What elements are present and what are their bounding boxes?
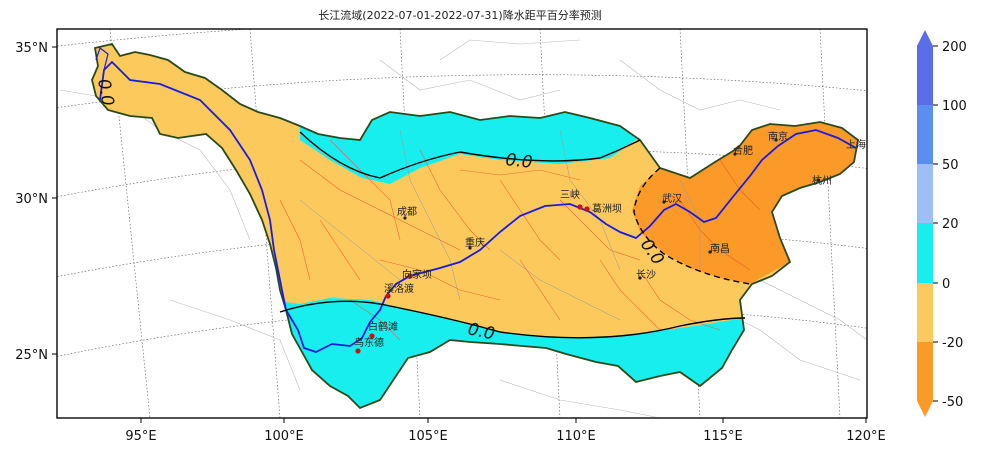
colorbar-label: 100 <box>942 99 967 114</box>
colorbar-band-50-100 <box>917 105 933 164</box>
x-tick-label: 110°E <box>556 429 596 444</box>
colorbar-band-neg20-0 <box>917 283 933 342</box>
colorbar: 200 100 50 20 0 -20 -50 <box>917 30 967 417</box>
contour-label: 0.0 <box>93 77 117 107</box>
city-chongqing: 重庆 <box>465 236 485 249</box>
upper-positive-zone <box>300 100 650 184</box>
yangtze-river <box>99 60 857 353</box>
city-xiangjiaba: 向家坝 <box>402 268 432 281</box>
city-nanchang: 南昌 <box>710 242 730 255</box>
y-tick-label: 25°N <box>15 348 48 363</box>
x-tick-label: 115°E <box>703 429 743 444</box>
city-sanxia: 三峡 <box>560 188 580 201</box>
city-markers: 成都 重庆 三峡 葛洲坝 武汉 南昌 长沙 合肥 南京 杭州 上海 向家坝 溪洛… <box>354 130 866 354</box>
lower-zero-contour <box>279 300 746 339</box>
upper-zero-contour <box>299 131 641 179</box>
city-hefei: 合肥 <box>733 144 753 157</box>
city-chengdu: 成都 <box>397 206 417 218</box>
city-wuhan: 武汉 <box>662 192 682 205</box>
y-axis: 35°N 30°N 25°N <box>15 41 57 363</box>
colorbar-label: 200 <box>942 40 967 55</box>
city-xiluodu: 溪洛渡 <box>384 282 414 295</box>
x-tick-label: 105°E <box>408 429 448 444</box>
basin-outline <box>91 42 859 410</box>
colorbar-band-0-20 <box>917 223 933 283</box>
colorbar-bottom-arrow <box>917 401 933 417</box>
city-shanghai: 上海 <box>846 138 866 151</box>
colorbar-top-arrow <box>917 30 933 46</box>
y-tick-label: 30°N <box>15 192 48 207</box>
city-nanjing: 南京 <box>768 130 788 143</box>
city-wudongde: 乌东德 <box>354 336 384 349</box>
colorbar-label: -20 <box>942 336 963 351</box>
colorbar-label: 20 <box>942 217 959 232</box>
y-tick-label: 35°N <box>15 41 48 56</box>
x-axis: 95°E 100°E 105°E 110°E 115°E 120°E <box>125 418 886 444</box>
colorbar-band-100-200 <box>917 46 933 105</box>
source-river <box>95 47 109 71</box>
city-hangzhou: 杭州 <box>812 174 832 187</box>
colorbar-band-neg50-neg20 <box>917 342 933 401</box>
colorbar-label: -50 <box>942 395 963 410</box>
x-tick-label: 100°E <box>264 429 304 444</box>
x-tick-label: 120°E <box>846 429 886 444</box>
city-changsha: 长沙 <box>636 269 656 281</box>
colorbar-label: 0 <box>942 277 950 292</box>
map-title: 长江流域(2022-07-01-2022-07-31)降水距平百分率预测 <box>318 8 601 22</box>
east-zero-contour <box>633 167 751 285</box>
city-baihetan: 白鹤滩 <box>368 320 398 333</box>
tributaries <box>279 139 761 341</box>
contour-label: 0.0 <box>504 150 533 173</box>
city-gezhouba: 葛洲坝 <box>592 202 622 215</box>
x-tick-label: 95°E <box>125 429 156 444</box>
colorbar-label: 50 <box>942 158 959 173</box>
colorbar-band-20-50 <box>917 164 933 223</box>
